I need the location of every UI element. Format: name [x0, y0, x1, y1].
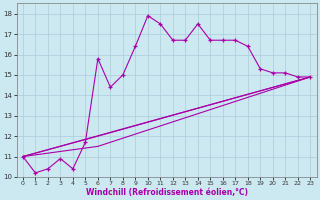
X-axis label: Windchill (Refroidissement éolien,°C): Windchill (Refroidissement éolien,°C)	[85, 188, 248, 197]
